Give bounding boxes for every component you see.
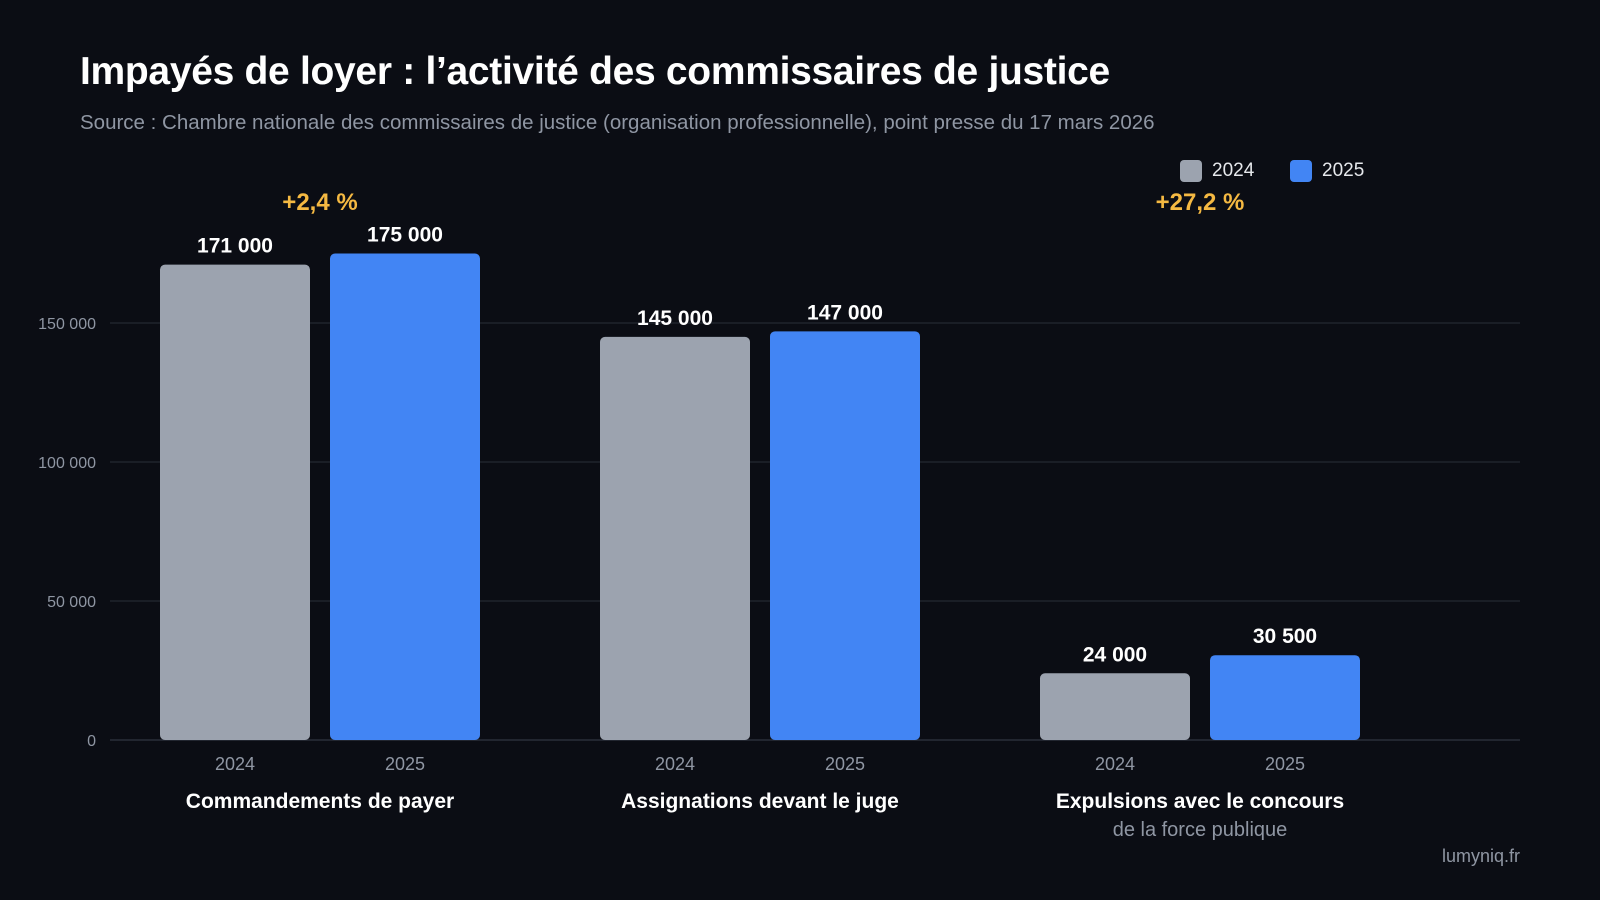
x-tick-label: 2025 — [825, 754, 865, 774]
bar-2024 — [1040, 673, 1190, 740]
bar-2025 — [1210, 655, 1360, 740]
change-annotation: +27,2 % — [1156, 189, 1245, 216]
legend-swatch-2025 — [1290, 160, 1312, 182]
legend-label-2024: 2024 — [1212, 160, 1255, 181]
legend-label-2025: 2025 — [1322, 160, 1365, 181]
site-credit: lumyniq.fr — [1441, 846, 1520, 866]
category-label: Expulsions avec le concours — [1056, 790, 1344, 813]
y-tick-label: 150 000 — [38, 316, 96, 333]
x-tick-label: 2024 — [655, 754, 695, 774]
bar-value-label: 171 000 — [197, 235, 273, 258]
chart-subtitle: Source : Chambre nationale des commissai… — [80, 111, 1155, 134]
chart-title: Impayés de loyer : l’activité des commis… — [80, 50, 1110, 93]
x-tick-label: 2024 — [215, 754, 255, 774]
legend-item-2025: 2025 — [1290, 160, 1364, 182]
bar-value-label: 24 000 — [1083, 643, 1147, 666]
bar-2025 — [330, 253, 480, 740]
change-annotation: +2,4 % — [282, 189, 357, 216]
bar-2024 — [600, 336, 750, 740]
bar-2024 — [160, 264, 310, 740]
category-label: Commandements de payer — [186, 790, 454, 813]
legend-swatch-2024 — [1180, 160, 1202, 182]
x-tick-label: 2024 — [1095, 754, 1135, 774]
y-tick-label: 50 000 — [47, 594, 96, 611]
category-sublabel: de la force publique — [1113, 819, 1288, 841]
x-tick-label: 2025 — [385, 754, 425, 774]
bar-value-label: 30 500 — [1253, 625, 1317, 648]
x-tick-label: 2025 — [1265, 754, 1305, 774]
category-label: Assignations devant le juge — [621, 790, 899, 813]
bar-2025 — [770, 331, 920, 740]
legend-item-2024: 2024 — [1180, 160, 1254, 182]
bar-value-label: 147 000 — [807, 301, 883, 324]
y-tick-label: 100 000 — [38, 455, 96, 472]
bar-value-label: 145 000 — [637, 307, 713, 330]
bar-value-label: 175 000 — [367, 224, 443, 247]
y-tick-label: 0 — [87, 733, 96, 750]
